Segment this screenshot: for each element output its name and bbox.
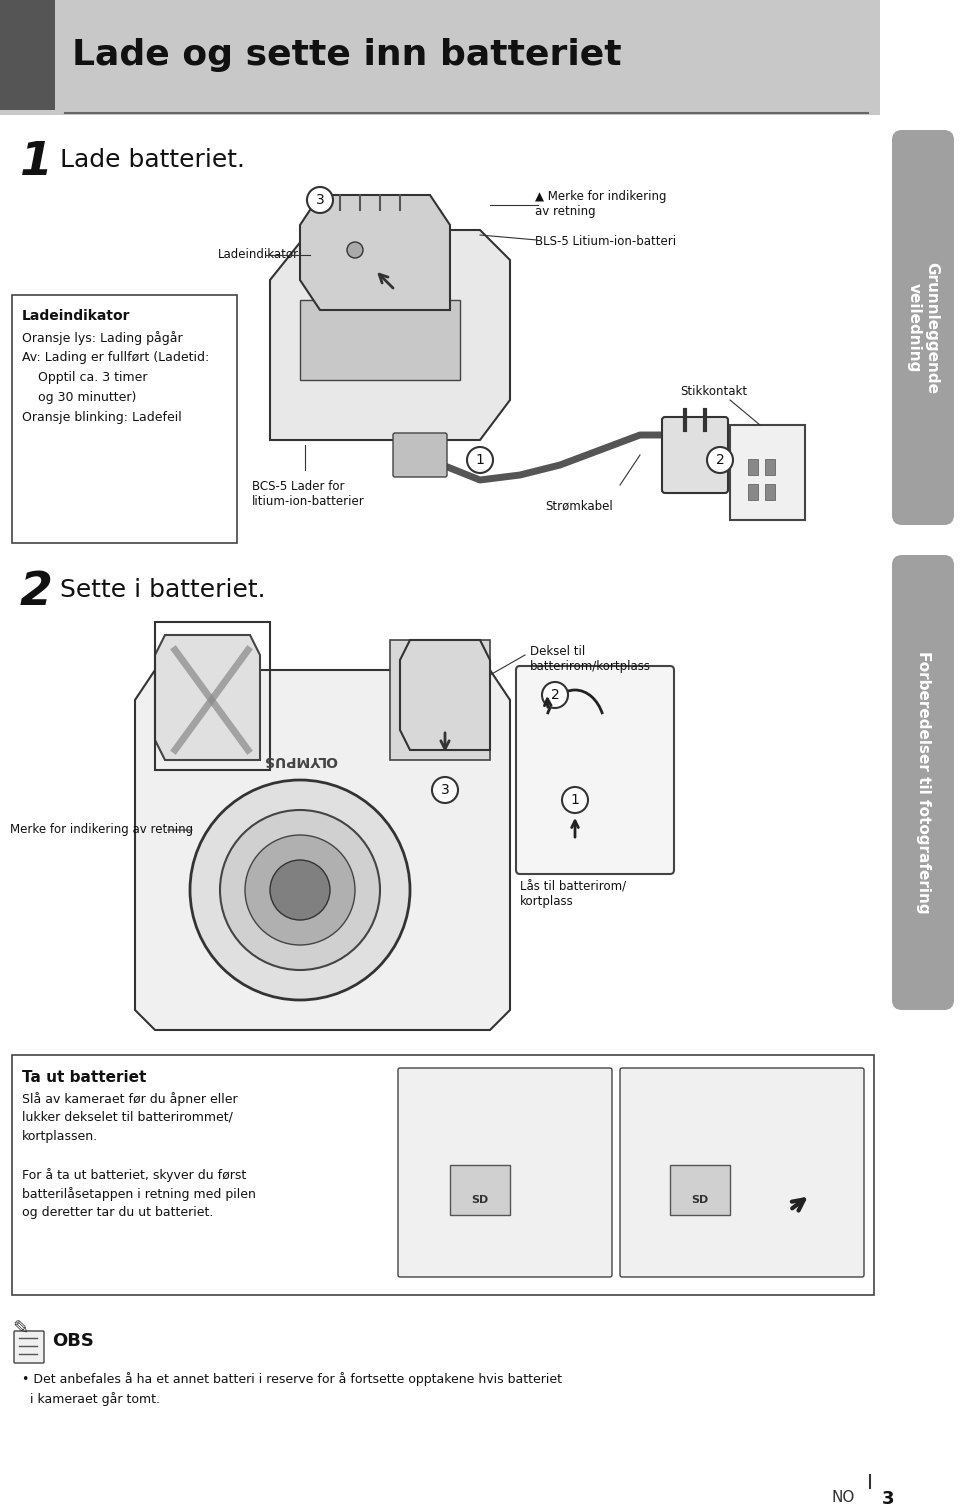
Text: Stikkontakt: Stikkontakt: [680, 385, 747, 399]
Text: Grunnleggende
veiledning: Grunnleggende veiledning: [907, 262, 939, 394]
Text: 1: 1: [475, 453, 485, 468]
Polygon shape: [400, 641, 490, 750]
Text: NO: NO: [831, 1490, 855, 1504]
FancyBboxPatch shape: [14, 1331, 44, 1363]
Text: For å ta ut batteriet, skyver du først: For å ta ut batteriet, skyver du først: [22, 1169, 247, 1182]
FancyBboxPatch shape: [662, 417, 728, 493]
Text: Lås til batterirom/
kortplass: Lås til batterirom/ kortplass: [520, 880, 626, 908]
Text: og deretter tar du ut batteriet.: og deretter tar du ut batteriet.: [22, 1206, 213, 1220]
Text: Ladeindikator: Ladeindikator: [22, 308, 131, 323]
Bar: [0, 0, 880, 114]
Bar: [12, 1054, 874, 1295]
Circle shape: [542, 681, 568, 708]
Circle shape: [270, 860, 330, 920]
Text: 3: 3: [441, 784, 449, 797]
Text: 1: 1: [570, 793, 580, 808]
Bar: [0, 0, 55, 110]
Polygon shape: [270, 230, 510, 441]
Text: Av: Lading er fullført (Ladetid:: Av: Lading er fullført (Ladetid:: [22, 350, 209, 364]
Circle shape: [245, 835, 355, 945]
Polygon shape: [135, 669, 510, 1030]
Bar: [155, 623, 270, 770]
Text: batterilåsetappen i retning med pilen: batterilåsetappen i retning med pilen: [22, 1187, 256, 1202]
Text: Oransje lys: Lading pågår: Oransje lys: Lading pågår: [22, 331, 182, 344]
Text: ✎: ✎: [12, 1321, 29, 1339]
Bar: [300, 299, 460, 381]
Bar: [765, 459, 775, 475]
Text: Deksel til
batterirom/kortplass: Deksel til batterirom/kortplass: [530, 645, 651, 672]
Circle shape: [562, 787, 588, 814]
Text: OBS: OBS: [52, 1333, 94, 1351]
Text: Forberedelser til fotografering: Forberedelser til fotografering: [916, 651, 930, 914]
Text: BLS-5 Litium-ion-batteri: BLS-5 Litium-ion-batteri: [535, 235, 676, 248]
Text: • Det anbefales å ha et annet batteri i reserve for å fortsette opptakene hvis b: • Det anbefales å ha et annet batteri i …: [22, 1372, 562, 1387]
Bar: [670, 1166, 730, 1215]
Text: Slå av kameraet før du åpner eller: Slå av kameraet før du åpner eller: [22, 1092, 238, 1105]
Polygon shape: [155, 635, 260, 760]
Bar: [12, 295, 237, 543]
Text: 3: 3: [316, 193, 324, 208]
Circle shape: [220, 811, 380, 970]
Circle shape: [190, 781, 410, 1000]
Bar: [390, 641, 490, 760]
FancyBboxPatch shape: [516, 666, 674, 874]
Text: Oransje blinking: Ladefeil: Oransje blinking: Ladefeil: [22, 411, 181, 424]
FancyBboxPatch shape: [892, 555, 954, 1011]
Text: kortplassen.: kortplassen.: [22, 1130, 98, 1143]
Text: Lade og sette inn batteriet: Lade og sette inn batteriet: [72, 38, 622, 72]
Circle shape: [707, 447, 733, 472]
Text: Strømkabel: Strømkabel: [545, 499, 612, 513]
Text: 1: 1: [20, 140, 53, 185]
Text: 2: 2: [551, 687, 560, 702]
Bar: [765, 484, 775, 499]
FancyBboxPatch shape: [398, 1068, 612, 1277]
Polygon shape: [300, 196, 450, 310]
Text: og 30 minutter): og 30 minutter): [22, 391, 136, 405]
Text: Sette i batteriet.: Sette i batteriet.: [60, 578, 266, 602]
Bar: [450, 1166, 510, 1215]
Circle shape: [347, 242, 363, 259]
Text: 3: 3: [882, 1490, 895, 1504]
Text: Merke for indikering av retning: Merke for indikering av retning: [10, 824, 193, 836]
Circle shape: [432, 778, 458, 803]
Text: SD: SD: [471, 1196, 489, 1205]
Text: Ladeindikator: Ladeindikator: [218, 248, 299, 262]
Text: Opptil ca. 3 timer: Opptil ca. 3 timer: [22, 371, 148, 384]
FancyBboxPatch shape: [892, 129, 954, 525]
Text: Ta ut batteriet: Ta ut batteriet: [22, 1069, 146, 1084]
Text: OLYMPUS: OLYMPUS: [263, 754, 337, 767]
Bar: [748, 484, 758, 499]
Text: 2: 2: [20, 570, 53, 615]
FancyBboxPatch shape: [620, 1068, 864, 1277]
Text: lukker dekselet til batterirommet/: lukker dekselet til batterirommet/: [22, 1111, 233, 1123]
Text: BCS-5 Lader for
litium-ion-batterier: BCS-5 Lader for litium-ion-batterier: [252, 480, 365, 508]
Text: i kameraet går tomt.: i kameraet går tomt.: [22, 1393, 160, 1406]
Text: SD: SD: [691, 1196, 708, 1205]
Text: 2: 2: [715, 453, 725, 468]
Text: ▲ Merke for indikering
av retning: ▲ Merke for indikering av retning: [535, 190, 666, 218]
Bar: [730, 426, 805, 520]
Text: Lade batteriet.: Lade batteriet.: [60, 147, 245, 171]
Circle shape: [467, 447, 493, 472]
Bar: [748, 459, 758, 475]
FancyBboxPatch shape: [393, 433, 447, 477]
Circle shape: [307, 186, 333, 214]
